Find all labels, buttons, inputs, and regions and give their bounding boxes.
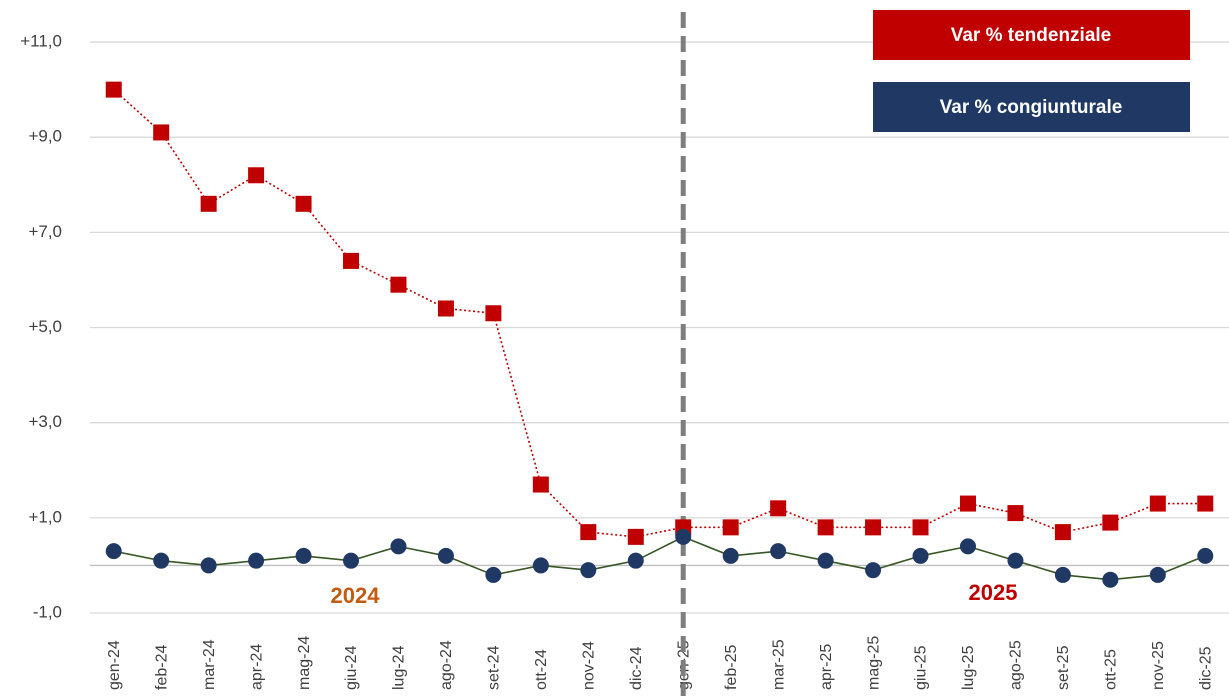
marker bbox=[485, 566, 502, 583]
legend-label: Var % congiunturale bbox=[940, 97, 1123, 118]
marker bbox=[912, 519, 929, 536]
marker bbox=[1007, 552, 1024, 569]
x-tick-label: lug-25 bbox=[960, 645, 977, 690]
marker bbox=[627, 528, 644, 545]
series-line bbox=[113, 89, 1206, 538]
marker bbox=[437, 547, 454, 564]
x-tick-label: giu-24 bbox=[343, 645, 360, 690]
marker bbox=[437, 300, 454, 317]
marker bbox=[485, 305, 502, 322]
legend-label: Var % tendenziale bbox=[951, 25, 1112, 46]
marker bbox=[532, 476, 549, 493]
marker bbox=[105, 81, 122, 98]
x-tick-label: lug-24 bbox=[391, 645, 408, 690]
marker bbox=[912, 547, 929, 564]
x-tick-label: feb-24 bbox=[153, 645, 170, 690]
marker bbox=[817, 519, 834, 536]
x-tick-label: giu-25 bbox=[913, 645, 930, 690]
marker bbox=[1197, 495, 1214, 512]
x-tick-label: mar-25 bbox=[770, 639, 787, 690]
marker bbox=[865, 519, 882, 536]
marker bbox=[865, 562, 882, 579]
marker bbox=[105, 543, 122, 560]
year-label: 2024 bbox=[331, 583, 381, 608]
marker bbox=[1149, 566, 1166, 583]
marker bbox=[627, 552, 644, 569]
x-tick-label: apr-24 bbox=[248, 644, 265, 690]
x-tick-label: ago-25 bbox=[1008, 640, 1025, 690]
series-line bbox=[113, 535, 1206, 581]
marker bbox=[722, 519, 739, 536]
x-tick-label: mag-25 bbox=[865, 636, 882, 690]
marker bbox=[343, 552, 360, 569]
marker bbox=[390, 538, 407, 555]
y-tick-label: +5,0 bbox=[28, 317, 62, 336]
x-tick-label: apr-25 bbox=[818, 644, 835, 690]
legend-box bbox=[873, 82, 1190, 132]
x-tick-label: set-25 bbox=[1055, 645, 1072, 690]
marker bbox=[1054, 524, 1071, 541]
marker bbox=[1149, 495, 1166, 512]
marker bbox=[959, 495, 976, 512]
legend-box bbox=[873, 10, 1190, 60]
y-tick-label: +3,0 bbox=[28, 412, 62, 431]
y-tick-label: +7,0 bbox=[28, 222, 62, 241]
x-tick-label: dic-25 bbox=[1197, 646, 1214, 690]
x-tick-label: nov-24 bbox=[581, 641, 598, 690]
marker bbox=[770, 500, 787, 517]
marker bbox=[722, 547, 739, 564]
year-label: 2025 bbox=[969, 580, 1018, 605]
marker bbox=[295, 547, 312, 564]
x-tick-label: feb-25 bbox=[723, 645, 740, 690]
marker bbox=[200, 195, 217, 212]
x-tick-label: dic-24 bbox=[628, 646, 645, 690]
marker bbox=[1102, 571, 1119, 588]
marker bbox=[675, 528, 692, 545]
x-tick-label: mag-24 bbox=[296, 636, 313, 690]
marker bbox=[153, 124, 170, 141]
x-tick-label: gen-24 bbox=[106, 640, 123, 690]
marker bbox=[1054, 566, 1071, 583]
y-tick-label: +11,0 bbox=[20, 32, 62, 51]
marker bbox=[532, 557, 549, 574]
x-tick-label: mar-24 bbox=[201, 639, 218, 690]
marker bbox=[1102, 514, 1119, 531]
marker bbox=[580, 524, 597, 541]
marker bbox=[770, 543, 787, 560]
y-tick-label: -1,0 bbox=[33, 602, 62, 621]
marker bbox=[817, 552, 834, 569]
y-tick-label: +1,0 bbox=[28, 507, 62, 526]
marker bbox=[248, 167, 265, 184]
y-tick-label: +9,0 bbox=[28, 127, 62, 146]
marker bbox=[390, 276, 407, 293]
marker bbox=[1007, 505, 1024, 522]
marker bbox=[1197, 547, 1214, 564]
x-tick-label: ago-24 bbox=[438, 640, 455, 690]
marker bbox=[248, 552, 265, 569]
marker bbox=[580, 562, 597, 579]
marker bbox=[200, 557, 217, 574]
marker bbox=[959, 538, 976, 555]
marker bbox=[153, 552, 170, 569]
x-tick-label: ott-25 bbox=[1103, 649, 1120, 690]
marker bbox=[295, 195, 312, 212]
x-tick-label: set-24 bbox=[486, 645, 503, 690]
x-tick-label: ott-24 bbox=[533, 649, 550, 690]
marker bbox=[343, 252, 360, 269]
x-tick-label: nov-25 bbox=[1150, 641, 1167, 690]
